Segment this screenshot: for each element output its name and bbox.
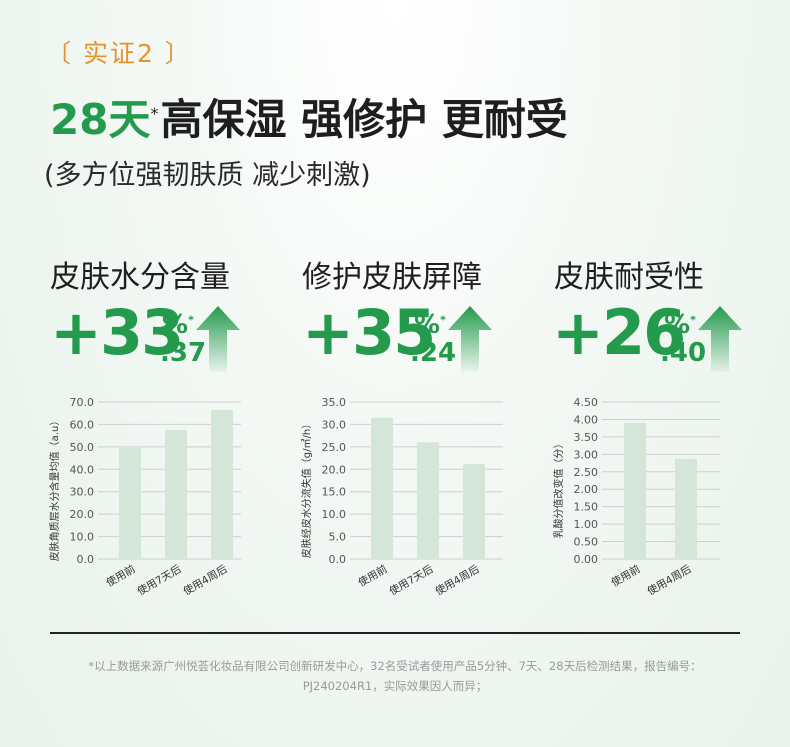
y-tick-label: 4.00 [574,413,599,426]
x-tick-label: 使用7天后 [135,562,184,598]
y-tick-label: 35.0 [322,396,347,409]
bar [417,442,439,559]
up-arrow-icon [698,306,742,372]
headline-star: * [150,104,159,123]
y-tick-label: 3.00 [574,448,599,461]
y-tick-label: 70.0 [70,396,95,409]
bar-chart-hydration: 0.0 10.0 20.0 30.0 40.0 50.0 60.0 70.0 使用前使用7天后使… [48,396,241,598]
y-tick-label: 40.0 [70,463,95,476]
metric-title-hydration: 皮肤水分含量 [50,260,230,295]
x-tick-label: 使用4周后 [181,562,230,598]
y-tick-label: 4.50 [574,396,599,409]
metric-title-tolerance: 皮肤耐受性 [554,260,704,295]
y-tick-label: 30.0 [322,418,347,431]
bar [165,430,187,559]
y-tick-label: 0.00 [574,553,599,566]
bar [675,458,697,559]
y-tick-label: 15.0 [322,486,347,499]
footnote: *以上数据来源广州悦荟化妆品有限公司创新研发中心，32名受试者使用产品5分钟、7… [40,656,750,696]
metric-stat-tolerance: +26 %* .40 [552,296,772,382]
y-tick-label: 0.0 [329,553,347,566]
bar [119,447,141,559]
metric-value: +35 [302,296,436,369]
y-tick-label: 3.50 [574,431,599,444]
bar [211,409,233,559]
y-tick-label: 5.0 [329,531,347,544]
footnote-line-1: *以上数据来源广州悦荟化妆品有限公司创新研发中心，32名受试者使用产品5分钟、7… [88,659,702,673]
y-tick-label: 25.0 [322,441,347,454]
x-tick-label: 使用前 [104,562,138,589]
headline: 28天*高保湿 强修护 更耐受 [50,86,568,147]
metric-value: +33 [50,296,184,369]
evidence-tag: 〔 实证2 〕 [46,39,192,68]
metric-decimal: .24 [410,338,457,368]
y-tick-label: 1.50 [574,501,599,514]
metric-title-barrier: 修护皮肤屏障 [302,260,482,295]
y-tick-label: 10.0 [322,508,347,521]
y-axis-label: 乳酸分值改变值（分） [552,439,565,539]
y-axis-label: 皮肤角质层水分含量均值（a.u） [48,416,61,562]
bar-chart-lactic: 0.00 0.50 1.00 1.50 2.00 2.50 3.00 3.50 4.00 4.50… [552,396,720,598]
y-tick-label: 20.0 [322,463,347,476]
metric-stat-barrier: +35 %* .24 [302,296,522,382]
bar-chart-tewl: 0.0 5.0 10.0 15.0 20.0 25.0 30.0 35.0 使用前使用7天后使用… [300,396,503,598]
bar [624,422,646,559]
bar [371,417,393,559]
x-tick-label: 使用4周后 [433,562,482,598]
metric-percent: %* [664,310,696,340]
metric-decimal: .40 [660,338,707,368]
x-tick-label: 使用前 [609,562,643,589]
y-tick-label: 10.0 [70,531,95,544]
y-tick-label: 50.0 [70,441,95,454]
metric-percent: %* [414,310,446,340]
headline-rest: 高保湿 强修护 更耐受 [160,95,568,144]
metric-percent: %* [162,310,194,340]
x-tick-label: 使用4周后 [645,562,694,598]
subtitle: (多方位强韧肤质 减少刺激) [44,160,371,191]
footnote-line-2: PJ240204R1，实际效果因人而异； [302,679,488,693]
y-axis-label: 皮肤经皮水分流失值（g/㎡/h） [300,419,313,558]
divider [50,632,740,634]
headline-days: 28天 [50,95,151,144]
y-tick-label: 2.50 [574,466,599,479]
y-tick-label: 30.0 [70,486,95,499]
bar [463,463,485,559]
metric-stat-hydration: +33 %* .37 [50,296,270,382]
y-tick-label: 2.00 [574,483,599,496]
y-tick-label: 1.00 [574,518,599,531]
up-arrow-icon [448,306,492,372]
metric-decimal: .37 [160,338,207,368]
y-tick-label: 60.0 [70,418,95,431]
y-tick-label: 0.50 [574,536,599,549]
x-tick-label: 使用前 [356,562,390,589]
y-tick-label: 20.0 [70,508,95,521]
y-tick-label: 0.0 [77,553,95,566]
metric-value: +26 [552,296,686,369]
up-arrow-icon [196,306,240,372]
x-tick-label: 使用7天后 [387,562,436,598]
